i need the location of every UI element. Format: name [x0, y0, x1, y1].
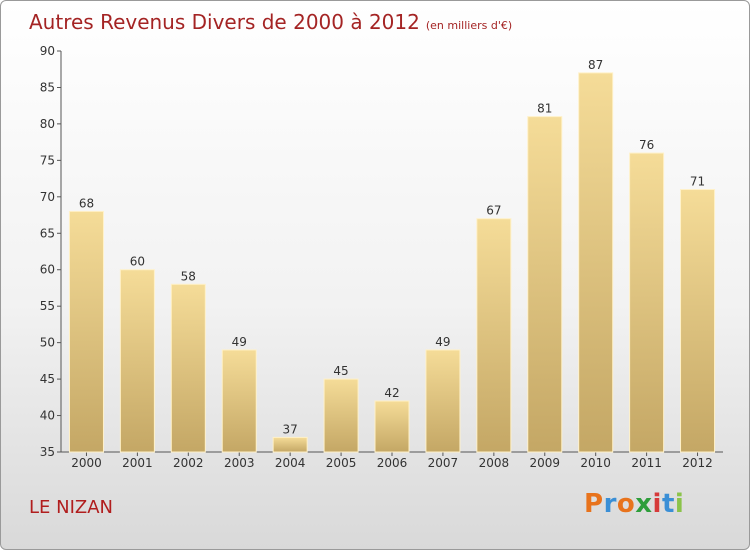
data-label: 45 [333, 364, 348, 378]
logo-letter: x [635, 489, 653, 519]
x-tick-label: 2006 [377, 456, 408, 470]
y-tick-label: 90 [40, 44, 55, 58]
place-name: LE NIZAN [29, 497, 114, 518]
bar [527, 116, 563, 453]
y-tick-label: 55 [40, 299, 55, 313]
bar [68, 210, 104, 453]
chart-subtitle: (en milliers d'€) [425, 19, 513, 32]
y-tick-label: 75 [40, 153, 55, 167]
bar [629, 152, 665, 453]
x-tick-label: 2011 [631, 456, 662, 470]
bar [170, 283, 206, 453]
bar [221, 349, 257, 453]
y-tick-label: 80 [40, 117, 55, 131]
y-tick-label: 40 [40, 409, 55, 423]
x-tick-label: 2004 [275, 456, 306, 470]
bar [119, 269, 155, 453]
data-label: 60 [130, 255, 145, 269]
x-tick-label: 2012 [682, 456, 713, 470]
y-tick-label: 45 [40, 372, 55, 386]
data-label: 71 [690, 175, 705, 189]
brand-logo: Proxiti [584, 489, 684, 519]
bar [680, 189, 716, 453]
bar [323, 378, 359, 453]
x-tick-label: 2009 [529, 456, 560, 470]
data-label: 87 [588, 58, 603, 72]
logo-letter: t [661, 489, 675, 519]
x-tick-label: 2007 [428, 456, 459, 470]
chart-title: Autres Revenus Divers de 2000 à 2012 [29, 10, 420, 34]
data-label: 49 [435, 335, 450, 349]
y-tick-label: 35 [40, 445, 55, 459]
x-tick-label: 2001 [122, 456, 153, 470]
bar [578, 72, 614, 453]
chart-title-line: Autres Revenus Divers de 2000 à 2012 (en … [29, 10, 512, 34]
data-label: 68 [79, 196, 94, 210]
y-tick-label: 85 [40, 80, 55, 94]
bar [425, 349, 461, 453]
y-tick-label: 50 [40, 336, 55, 350]
bar [476, 218, 512, 453]
logo-letter: i [674, 489, 685, 519]
data-label: 58 [181, 269, 196, 283]
x-tick-label: 2003 [224, 456, 255, 470]
data-label: 81 [537, 102, 552, 116]
logo-letter: o [616, 489, 636, 519]
data-label: 67 [486, 204, 501, 218]
data-label: 76 [639, 138, 654, 152]
x-tick-label: 2002 [173, 456, 204, 470]
data-labels: 68 60 58 49 37 45 42 49 67 81 87 76 71 [79, 58, 705, 437]
bar [374, 400, 410, 453]
data-label: 42 [384, 386, 399, 400]
data-label: 49 [232, 335, 247, 349]
x-tick-label: 2005 [326, 456, 357, 470]
y-tick-label: 70 [40, 190, 55, 204]
chart-axes: 35 40 45 50 55 60 65 70 75 80 85 90 2000 2001 2002 2003… [40, 44, 723, 470]
bar [272, 436, 308, 453]
x-tick-label: 2000 [71, 456, 102, 470]
x-tick-label: 2008 [479, 456, 510, 470]
bar-series [68, 72, 716, 453]
data-label: 37 [283, 422, 298, 436]
y-tick-label: 65 [40, 226, 55, 240]
x-tick-label: 2010 [580, 456, 611, 470]
logo-letter: P [584, 489, 604, 519]
y-tick-label: 60 [40, 263, 55, 277]
logo-letter: r [603, 489, 617, 519]
logo-letter: i [652, 489, 662, 519]
